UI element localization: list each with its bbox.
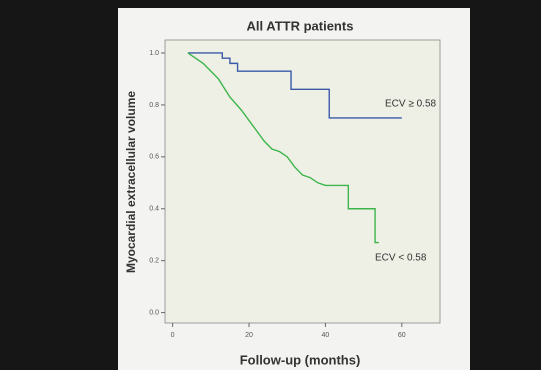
y-tick-label: 0.4 <box>149 206 159 213</box>
y-tick-label: 0.8 <box>149 102 159 109</box>
y-tick-label: 0.6 <box>149 154 159 161</box>
y-tick-label: 0.2 <box>149 258 159 265</box>
x-tick-label: 40 <box>322 332 330 339</box>
series-label: ECV ≥ 0.58 <box>385 99 437 110</box>
y-tick-label: 1.0 <box>149 50 159 57</box>
y-tick-label: 0.0 <box>149 309 159 316</box>
page: All ATTR patients Follow-up (months) Myo… <box>0 0 541 370</box>
series-label: ECV < 0.58 <box>375 253 427 264</box>
x-tick-label: 20 <box>245 332 253 339</box>
chart: All ATTR patients Follow-up (months) Myo… <box>0 0 541 370</box>
x-axis-label: Follow-up (months) <box>240 352 361 367</box>
y-axis-label: Myocardial extracellular volume <box>124 91 138 273</box>
chart-title: All ATTR patients <box>247 18 354 33</box>
x-tick-label: 60 <box>398 332 406 339</box>
x-tick-label: 0 <box>171 332 175 339</box>
plot-area <box>165 40 440 323</box>
